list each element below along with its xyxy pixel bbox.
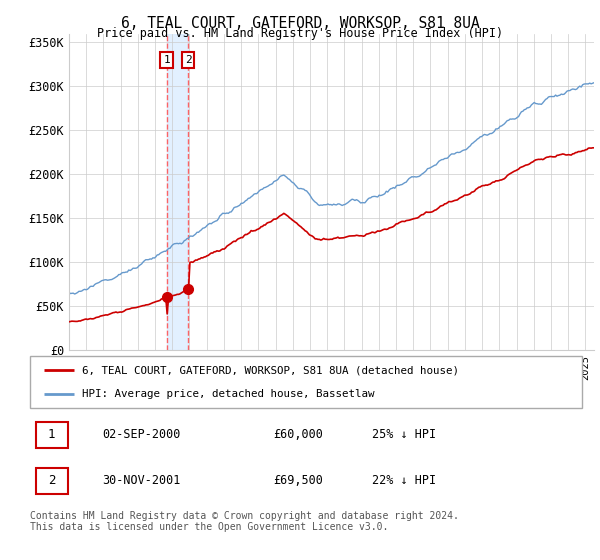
- Text: 2: 2: [185, 55, 191, 65]
- Text: 22% ↓ HPI: 22% ↓ HPI: [372, 474, 436, 487]
- Text: 25% ↓ HPI: 25% ↓ HPI: [372, 428, 436, 441]
- Text: 6, TEAL COURT, GATEFORD, WORKSOP, S81 8UA (detached house): 6, TEAL COURT, GATEFORD, WORKSOP, S81 8U…: [82, 365, 460, 375]
- Text: 1: 1: [163, 55, 170, 65]
- Text: HPI: Average price, detached house, Bassetlaw: HPI: Average price, detached house, Bass…: [82, 389, 375, 399]
- Text: 1: 1: [48, 428, 55, 441]
- Text: £69,500: £69,500: [273, 474, 323, 487]
- Text: £60,000: £60,000: [273, 428, 323, 441]
- Bar: [167, 34, 188, 350]
- Text: 30-NOV-2001: 30-NOV-2001: [102, 474, 180, 487]
- FancyBboxPatch shape: [35, 422, 68, 447]
- Text: 2: 2: [48, 474, 55, 487]
- FancyBboxPatch shape: [35, 468, 68, 494]
- Text: 02-SEP-2000: 02-SEP-2000: [102, 428, 180, 441]
- Text: Price paid vs. HM Land Registry's House Price Index (HPI): Price paid vs. HM Land Registry's House …: [97, 27, 503, 40]
- FancyBboxPatch shape: [30, 356, 582, 408]
- Text: 6, TEAL COURT, GATEFORD, WORKSOP, S81 8UA: 6, TEAL COURT, GATEFORD, WORKSOP, S81 8U…: [121, 16, 479, 31]
- Text: Contains HM Land Registry data © Crown copyright and database right 2024.
This d: Contains HM Land Registry data © Crown c…: [30, 511, 459, 533]
